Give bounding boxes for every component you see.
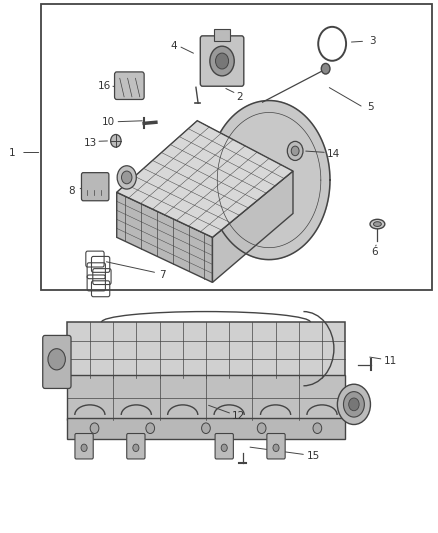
Text: 3: 3 <box>369 36 375 46</box>
Text: 8: 8 <box>69 186 75 196</box>
FancyBboxPatch shape <box>81 173 109 201</box>
Circle shape <box>343 392 364 417</box>
FancyBboxPatch shape <box>67 375 345 420</box>
FancyBboxPatch shape <box>67 418 345 439</box>
Circle shape <box>215 53 229 69</box>
Ellipse shape <box>374 222 381 227</box>
Circle shape <box>81 444 87 451</box>
FancyBboxPatch shape <box>127 433 145 459</box>
Circle shape <box>111 134 121 147</box>
Polygon shape <box>208 101 330 260</box>
Text: 15: 15 <box>307 451 320 462</box>
Polygon shape <box>212 171 293 282</box>
Text: 2: 2 <box>237 92 243 102</box>
Text: 5: 5 <box>367 102 373 112</box>
Text: 11: 11 <box>383 356 397 366</box>
Ellipse shape <box>370 219 385 229</box>
Circle shape <box>337 384 371 424</box>
Circle shape <box>121 171 132 184</box>
Circle shape <box>273 444 279 451</box>
FancyBboxPatch shape <box>115 72 144 100</box>
Circle shape <box>257 423 266 433</box>
Circle shape <box>287 141 303 160</box>
FancyBboxPatch shape <box>67 322 345 378</box>
Text: 4: 4 <box>170 41 177 51</box>
Circle shape <box>133 444 139 451</box>
Circle shape <box>117 166 136 189</box>
Circle shape <box>321 63 330 74</box>
Text: 1: 1 <box>9 148 16 158</box>
Circle shape <box>201 423 210 433</box>
Circle shape <box>210 46 234 76</box>
Circle shape <box>48 349 65 370</box>
FancyBboxPatch shape <box>200 36 244 86</box>
FancyBboxPatch shape <box>214 29 230 41</box>
Circle shape <box>349 398 359 411</box>
Circle shape <box>313 423 322 433</box>
Text: 14: 14 <box>326 149 339 158</box>
Polygon shape <box>117 120 293 237</box>
Circle shape <box>221 444 227 451</box>
Text: 16: 16 <box>98 80 111 91</box>
Circle shape <box>90 423 99 433</box>
Bar <box>41 4 432 290</box>
Text: 13: 13 <box>84 138 97 148</box>
FancyBboxPatch shape <box>43 335 71 389</box>
Text: 10: 10 <box>102 117 115 127</box>
Text: 6: 6 <box>371 247 378 257</box>
Text: 7: 7 <box>159 270 166 280</box>
Text: 9: 9 <box>128 179 134 189</box>
FancyBboxPatch shape <box>267 433 285 459</box>
Text: 12: 12 <box>232 411 245 421</box>
FancyBboxPatch shape <box>215 433 233 459</box>
Circle shape <box>146 423 155 433</box>
Circle shape <box>291 146 299 156</box>
Polygon shape <box>117 192 212 282</box>
FancyBboxPatch shape <box>75 433 93 459</box>
